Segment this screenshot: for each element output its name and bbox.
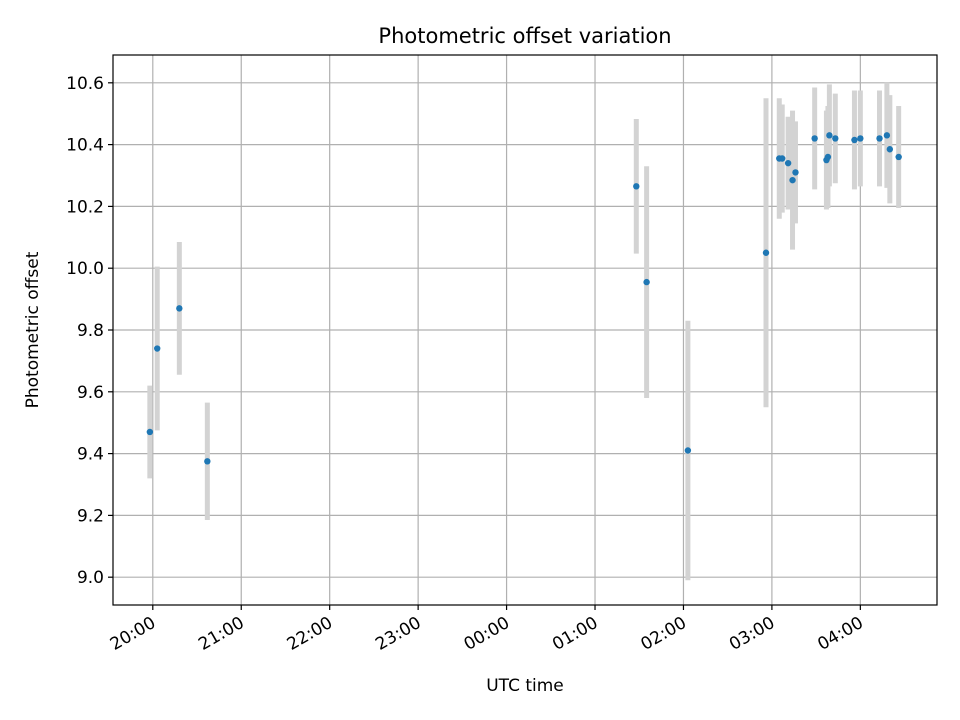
x-tick-label: 22:00 xyxy=(284,613,336,655)
data-point xyxy=(789,176,796,184)
x-tick-label: 23:00 xyxy=(372,613,424,655)
data-point xyxy=(876,135,883,142)
data-point xyxy=(762,249,770,256)
data-point xyxy=(204,458,211,465)
data-point xyxy=(146,428,154,436)
x-ticks: 20:00 21:00 22:00 23:00 00:00 01:00 02:00 03:00… xyxy=(107,605,867,655)
errorbars xyxy=(147,82,902,581)
y-tick-label: 9.6 xyxy=(77,383,104,403)
y-tick-label: 10.6 xyxy=(66,74,104,94)
x-tick-label: 20:00 xyxy=(107,613,159,655)
points xyxy=(146,132,902,465)
data-point xyxy=(154,345,161,352)
x-tick-label: 01:00 xyxy=(549,613,601,655)
y-tick-label: 9.0 xyxy=(77,568,104,588)
y-tick-label: 10.0 xyxy=(66,259,104,279)
data-point xyxy=(684,447,692,454)
y-axis-label: Photometric offset xyxy=(23,251,43,408)
data-point xyxy=(784,159,792,167)
x-tick-label: 02:00 xyxy=(638,613,690,655)
data-point xyxy=(857,135,864,142)
x-tick-label: 04:00 xyxy=(814,613,866,655)
data-point xyxy=(851,136,858,144)
y-tick-label: 9.2 xyxy=(77,506,104,526)
data-point xyxy=(824,153,832,161)
x-axis-label: UTC time xyxy=(486,676,564,696)
y-tick-label: 9.4 xyxy=(77,445,104,465)
chart-title: Photometric offset variation xyxy=(378,24,671,48)
data-point xyxy=(883,132,891,139)
x-tick-label: 03:00 xyxy=(726,613,778,655)
data-point xyxy=(826,132,833,139)
x-tick-label: 21:00 xyxy=(195,613,247,655)
data-point xyxy=(633,183,640,190)
data-point xyxy=(779,155,786,162)
data-point xyxy=(832,135,839,142)
y-tick-label: 9.8 xyxy=(77,321,104,341)
x-tick-label: 00:00 xyxy=(461,613,513,655)
data-point xyxy=(895,153,902,161)
data-point xyxy=(811,135,818,142)
data-point xyxy=(176,305,183,312)
data-point xyxy=(643,278,650,286)
data-point xyxy=(792,169,799,176)
y-tick-label: 10.4 xyxy=(66,136,104,156)
y-tick-label: 10.2 xyxy=(66,197,104,217)
data-point xyxy=(886,146,894,153)
grid xyxy=(113,55,937,605)
y-ticks: 9.0 9.2 9.4 9.6 9.8 10.0 10.2 10.4 10.6 xyxy=(66,74,113,588)
